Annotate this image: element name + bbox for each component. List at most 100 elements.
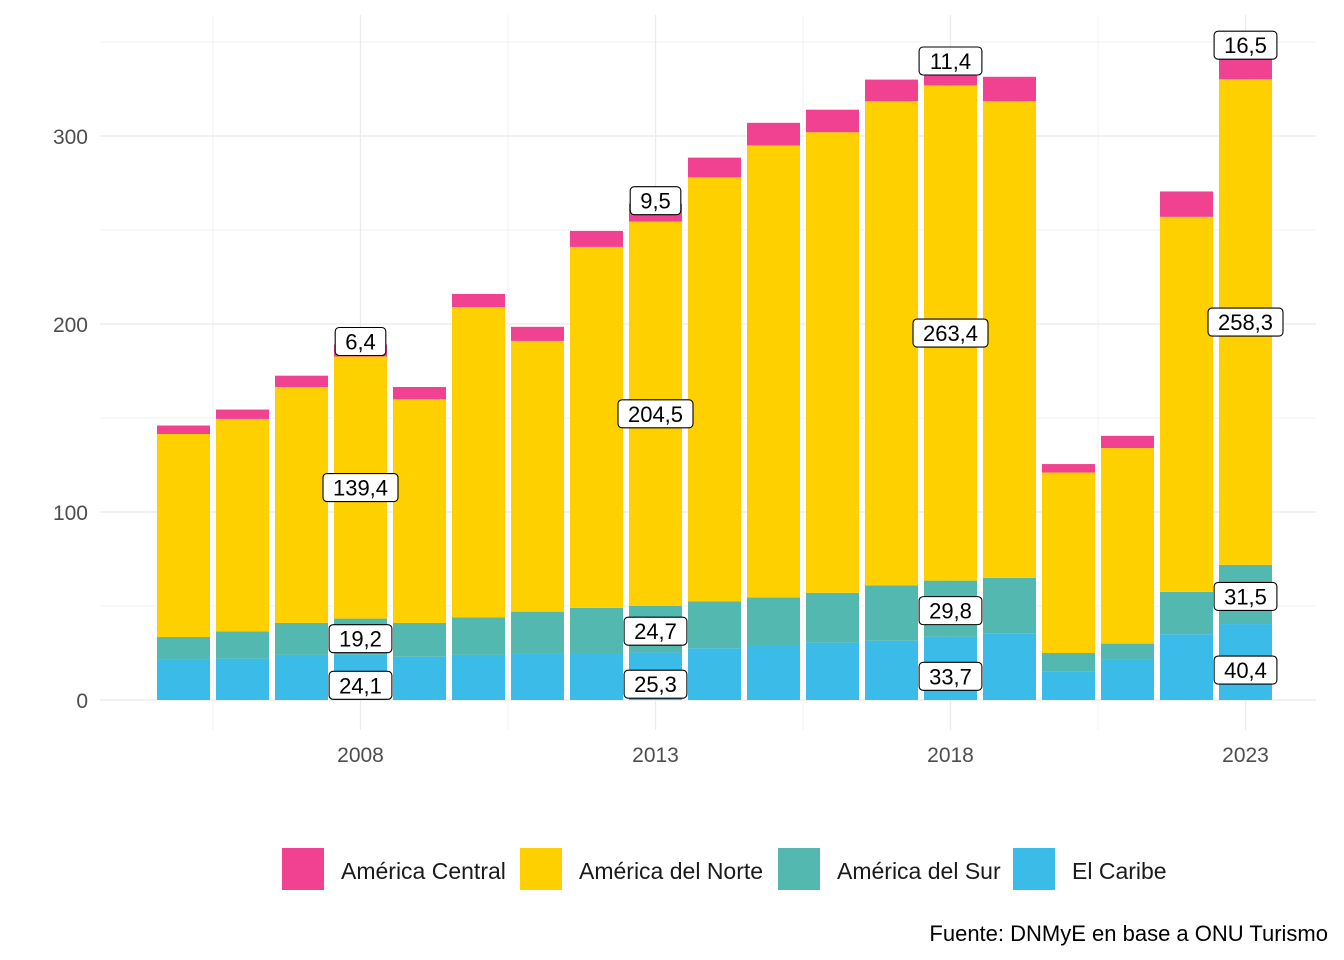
data-label-text: 33,7: [929, 664, 972, 689]
bar-el-caribe-2016: [806, 642, 859, 700]
bar-am-rica-central-2007: [275, 375, 328, 387]
x-tick-label: 2023: [1222, 744, 1269, 767]
bar-am-rica-del-sur-2010: [452, 617, 505, 655]
data-label-text: 9,5: [640, 189, 671, 214]
bar-am-rica-del-sur-2012: [570, 607, 623, 653]
bar-am-rica-central-2012: [570, 230, 623, 247]
data-label-text: 24,7: [634, 619, 677, 644]
data-label-text: 40,4: [1224, 658, 1267, 683]
axis-layer: 0 100 200 300 2008 2013 2018 2023: [53, 126, 1269, 767]
bar-am-rica-del-norte-2021: [1101, 448, 1154, 644]
y-tick-label: 300: [53, 126, 88, 149]
bar-am-rica-del-sur-2009: [393, 622, 446, 657]
data-label-box: [623, 669, 688, 699]
data-label-2008-el-caribe: 24,1: [328, 670, 393, 700]
data-label-2008-am-rica-del-norte: 139,4: [322, 473, 399, 503]
bar-el-caribe-2006: [216, 658, 269, 700]
data-label-box: [918, 661, 983, 691]
data-labels-layer: 24,1 19,2 139,4 6,4 25,3 24,7 204,5 9,5 33,7 29,8…: [322, 30, 1284, 700]
legend-label: América Central: [341, 858, 506, 884]
data-label-box: [1207, 307, 1284, 337]
bar-am-rica-del-sur-2017: [865, 585, 918, 641]
bar-am-rica-central-2005: [157, 425, 210, 434]
bar-am-rica-del-sur-2016: [806, 592, 859, 643]
bar-am-rica-del-sur-2007: [275, 622, 328, 655]
data-label-text: 11,4: [930, 49, 971, 74]
data-label-2023-am-rica-del-norte: 258,3: [1207, 307, 1284, 337]
bar-am-rica-del-sur-2021: [1101, 643, 1154, 660]
bar-am-rica-del-norte-2009: [393, 399, 446, 623]
bar-el-caribe-2017: [865, 640, 918, 700]
bar-am-rica-central-2019: [983, 76, 1036, 102]
bar-am-rica-del-norte-2011: [511, 340, 564, 612]
bar-am-rica-central-2017: [865, 79, 918, 102]
data-label-text: 25,3: [634, 672, 677, 697]
bar-am-rica-del-norte-2016: [806, 132, 859, 593]
bar-am-rica-del-sur-2015: [747, 597, 800, 646]
bar-am-rica-central-2015: [747, 122, 800, 146]
data-label-box: [912, 318, 989, 348]
legend-label: El Caribe: [1072, 858, 1167, 884]
bar-am-rica-del-norte-2017: [865, 101, 918, 586]
bar-am-rica-del-sur-2020: [1042, 653, 1095, 672]
y-tick-label: 200: [53, 314, 88, 337]
bar-am-rica-del-norte-2020: [1042, 472, 1095, 653]
legend-item-am-rica-del-sur: América del Sur: [778, 848, 1001, 890]
data-label-text: 24,1: [339, 673, 382, 698]
data-label-box: [629, 186, 682, 216]
x-tick-label: 2008: [337, 744, 384, 767]
data-label-box: [918, 596, 983, 626]
bar-am-rica-del-norte-2006: [216, 418, 269, 632]
bar-el-caribe-2010: [452, 654, 505, 700]
y-tick-label: 100: [53, 502, 88, 525]
legend: América Central América del Norte América …: [282, 848, 1167, 890]
data-label-2008-am-rica-del-sur: 19,2: [328, 624, 393, 654]
data-label-box: [918, 46, 983, 76]
bar-am-rica-central-2022: [1160, 191, 1213, 217]
bar-am-rica-central-2021: [1101, 435, 1154, 449]
data-label-text: 139,4: [333, 476, 388, 501]
bar-el-caribe-2005: [157, 659, 210, 700]
source-caption: Fuente: DNMyE en base a ONU Turismo: [929, 921, 1328, 946]
bar-am-rica-central-2014: [688, 157, 741, 178]
data-label-text: 263,4: [923, 321, 978, 346]
bar-am-rica-del-norte-2015: [747, 145, 800, 598]
data-label-box: [1213, 30, 1278, 60]
bar-el-caribe-2020: [1042, 671, 1095, 700]
legend-item-el-caribe: El Caribe: [1013, 848, 1167, 890]
bar-am-rica-del-sur-2011: [511, 611, 564, 654]
bars-layer: [157, 48, 1272, 700]
data-label-2023-el-caribe: 40,4: [1213, 655, 1278, 685]
bar-am-rica-del-sur-2014: [688, 601, 741, 649]
data-label-2013-am-rica-central: 9,5: [629, 186, 682, 216]
x-tick-label: 2013: [632, 744, 679, 767]
data-label-box: [334, 326, 387, 357]
data-label-box: [1213, 581, 1278, 611]
data-label-2018-el-caribe: 33,7: [918, 661, 983, 691]
y-tick-label: 0: [76, 690, 88, 713]
data-label-text: 29,8: [929, 599, 972, 624]
data-label-2013-am-rica-del-sur: 24,7: [623, 616, 688, 646]
data-label-2023-am-rica-central: 16,5: [1213, 30, 1278, 60]
bar-am-rica-del-norte-2019: [983, 101, 1036, 578]
data-label-text: 31,5: [1224, 584, 1267, 609]
bar-am-rica-del-norte-2014: [688, 177, 741, 602]
data-label-2013-am-rica-del-norte: 204,5: [617, 399, 694, 429]
bar-am-rica-del-norte-2012: [570, 246, 623, 608]
data-label-box: [623, 616, 688, 646]
bar-am-rica-del-sur-2019: [983, 577, 1036, 634]
bar-am-rica-del-sur-2022: [1160, 591, 1213, 635]
bar-am-rica-central-2020: [1042, 464, 1095, 473]
bar-am-rica-central-2011: [511, 326, 564, 341]
bar-am-rica-del-sur-2005: [157, 637, 210, 660]
data-label-2013-el-caribe: 25,3: [623, 669, 688, 699]
data-label-2018-am-rica-del-sur: 29,8: [918, 596, 983, 626]
bar-am-rica-del-norte-2005: [157, 433, 210, 638]
data-label-text: 19,2: [339, 627, 382, 652]
bar-am-rica-del-norte-2007: [275, 386, 328, 623]
bar-el-caribe-2021: [1101, 659, 1154, 700]
legend-swatch: [1013, 848, 1055, 890]
bar-el-caribe-2015: [747, 645, 800, 700]
data-label-2008-am-rica-central: 6,4: [334, 326, 387, 357]
